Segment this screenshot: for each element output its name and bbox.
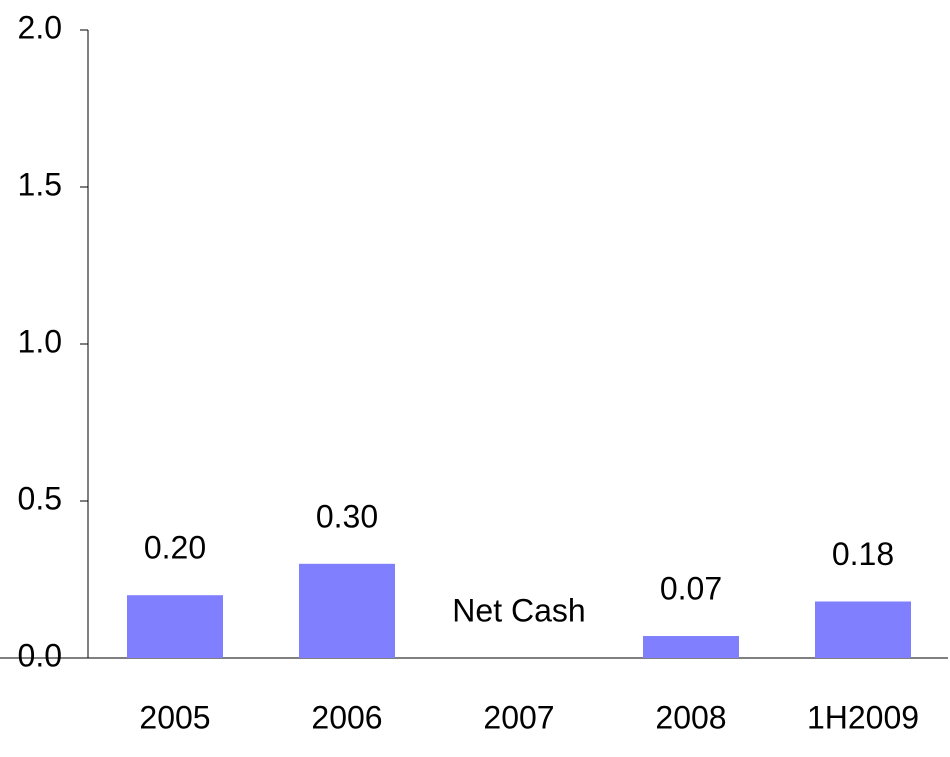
value-label: 0.18 — [832, 536, 894, 572]
y-tick-label: 1.5 — [18, 166, 62, 202]
y-tick-label: 2.0 — [18, 9, 62, 45]
y-tick-label: 0.0 — [18, 637, 62, 673]
value-label: Net Cash — [452, 592, 585, 628]
bar — [127, 595, 223, 658]
bar — [299, 563, 395, 658]
y-tick-label: 1.0 — [18, 323, 62, 359]
value-label: 0.30 — [316, 498, 378, 534]
value-label: 0.07 — [660, 570, 722, 606]
bar — [643, 636, 739, 658]
x-tick-label: 2005 — [139, 699, 210, 735]
y-tick-label: 0.5 — [18, 480, 62, 516]
bar — [815, 601, 911, 658]
x-tick-label: 2008 — [655, 699, 726, 735]
value-label: 0.20 — [144, 530, 206, 566]
x-tick-label: 2007 — [483, 699, 554, 735]
x-tick-label: 1H2009 — [807, 699, 919, 735]
x-tick-label: 2006 — [311, 699, 382, 735]
